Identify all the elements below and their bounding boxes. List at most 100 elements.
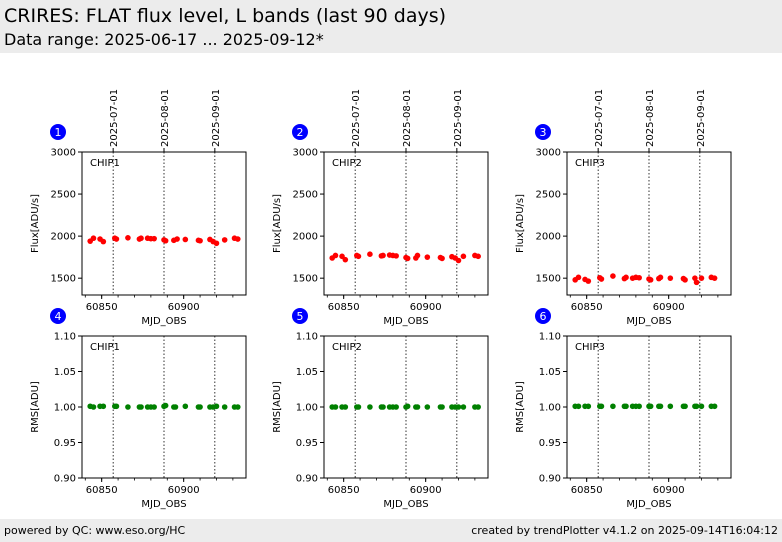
data-point — [682, 277, 688, 283]
panel-number-badge — [535, 308, 551, 324]
y-tick-label: 3000 — [293, 148, 318, 159]
data-point — [221, 404, 228, 410]
y-axis-label: RMS[ADU] — [272, 381, 283, 433]
data-point — [460, 253, 467, 260]
panel-number-badge — [292, 124, 308, 140]
y-tick-label: 1.00 — [296, 403, 318, 414]
data-point — [182, 403, 189, 410]
date-marker-label: 2025-08-01 — [160, 89, 171, 147]
y-tick-label: 3000 — [51, 148, 76, 159]
y-axis-label: RMS[ADU] — [30, 381, 41, 433]
x-axis-label: MJD_OBS — [383, 316, 428, 327]
panel-number-badge — [50, 124, 66, 140]
y-tick-label: 1.10 — [54, 332, 76, 343]
data-point — [393, 404, 399, 410]
panel-number-badge — [50, 308, 66, 324]
data-point — [342, 404, 349, 410]
data-point — [332, 404, 339, 410]
data-point — [610, 403, 616, 410]
chip-label: CHIP1 — [90, 158, 120, 169]
data-point — [393, 253, 399, 259]
data-point — [667, 275, 674, 281]
data-point — [682, 403, 688, 410]
data-point — [455, 404, 462, 410]
x-tick-label: 60900 — [410, 485, 442, 496]
y-axis-label: Flux[ADU/s] — [272, 194, 283, 253]
data-point — [174, 236, 180, 242]
date-marker-label: 2025-09-01 — [211, 89, 222, 147]
y-tick-label: 1.05 — [539, 367, 561, 378]
data-point — [151, 404, 157, 410]
data-point — [575, 274, 582, 281]
data-point — [475, 404, 481, 410]
y-tick-label: 1500 — [536, 274, 561, 285]
data-point — [235, 404, 241, 410]
x-axis-label: MJD_OBS — [141, 316, 186, 327]
footer-generator: created by trendPlotter v4.1.2 on 2025-0… — [471, 524, 778, 537]
chart-panel-6 — [535, 308, 732, 482]
data-point — [647, 277, 654, 283]
data-point — [475, 253, 481, 260]
data-point — [404, 255, 411, 262]
y-tick-label: 2500 — [293, 190, 318, 201]
panel-number: 4 — [55, 310, 62, 323]
x-tick-label: 60850 — [571, 485, 603, 496]
data-point — [367, 251, 373, 258]
panel-number: 3 — [540, 126, 547, 139]
date-marker-label: 2025-07-01 — [109, 89, 120, 147]
chart-panel-2 — [292, 124, 489, 299]
y-tick-label: 2500 — [536, 190, 561, 201]
y-tick-label: 1.00 — [539, 403, 561, 414]
data-point — [213, 240, 220, 247]
data-point — [90, 235, 97, 242]
chart-panel-1 — [50, 124, 247, 299]
data-point — [197, 237, 203, 244]
y-tick-label: 1.10 — [539, 332, 561, 343]
page-footer: powered by QC: www.eso.org/HC created by… — [0, 519, 782, 542]
data-point — [610, 273, 616, 279]
panel-number: 2 — [297, 126, 304, 139]
data-point — [636, 403, 642, 410]
x-tick-label: 60900 — [168, 485, 200, 496]
data-point — [424, 404, 431, 410]
x-axis-label: MJD_OBS — [626, 499, 671, 510]
data-point — [380, 252, 386, 259]
x-tick-label: 60900 — [168, 302, 200, 313]
x-tick-label: 60850 — [86, 302, 118, 313]
panel-number: 1 — [55, 126, 62, 139]
data-point — [657, 274, 664, 281]
x-axis-label: MJD_OBS — [383, 499, 428, 510]
page-subtitle: Data range: 2025-06-17 ... 2025-09-12* — [4, 30, 324, 49]
date-marker-label: 2025-09-01 — [453, 89, 464, 147]
data-point — [90, 404, 97, 410]
x-tick-label: 60900 — [653, 485, 685, 496]
data-point — [355, 404, 362, 410]
data-point — [100, 403, 107, 410]
x-tick-label: 60850 — [328, 302, 360, 313]
data-point — [235, 236, 241, 242]
y-tick-label: 1.05 — [296, 367, 318, 378]
chip-label: CHIP3 — [575, 342, 605, 353]
footer-credit: powered by QC: www.eso.org/HC — [4, 524, 186, 537]
page-title: CRIRES: FLAT flux level, L bands (last 9… — [4, 5, 447, 27]
y-tick-label: 2500 — [51, 190, 76, 201]
y-tick-label: 0.95 — [54, 438, 76, 449]
data-point — [693, 403, 700, 410]
data-point — [182, 236, 189, 243]
chip-label: CHIP1 — [90, 342, 120, 353]
panel-number: 5 — [297, 310, 304, 323]
data-point — [623, 274, 629, 281]
data-point — [125, 235, 131, 241]
data-point — [598, 403, 605, 410]
data-point — [698, 275, 705, 281]
data-point — [138, 235, 144, 242]
chip-label: CHIP2 — [332, 158, 362, 169]
y-tick-label: 0.95 — [539, 438, 561, 449]
data-point — [439, 404, 445, 410]
panel-number-badge — [535, 124, 551, 140]
y-tick-label: 3000 — [536, 148, 561, 159]
date-marker-label: 2025-08-01 — [645, 89, 656, 147]
data-point — [698, 403, 705, 410]
data-point — [657, 403, 664, 410]
